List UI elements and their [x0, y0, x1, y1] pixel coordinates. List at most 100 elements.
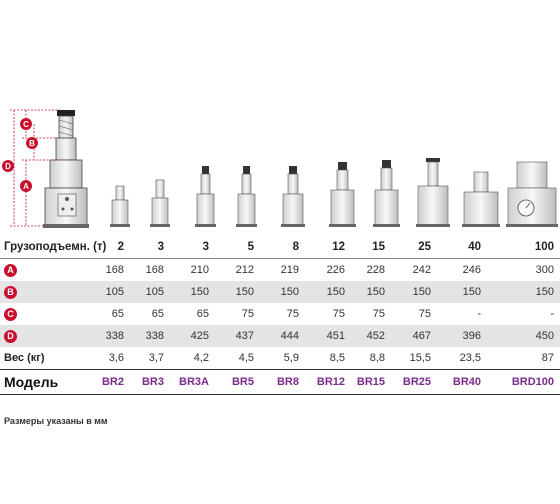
weight-row: Вес (кг) 3,6 3,7 4,2 4,5 5,9 8,5 8,8 15,… [0, 347, 560, 370]
capacity-cell: 25 [391, 236, 437, 259]
table-cell: 338 [130, 325, 170, 347]
table-cell: 150 [487, 281, 560, 303]
model-cell: BR2 [100, 369, 130, 395]
table-cell: 444 [260, 325, 305, 347]
table-cell: 75 [332, 308, 345, 320]
table-cell: 4,2 [193, 352, 209, 364]
table-cell: 150 [391, 281, 437, 303]
table-cell: 300 [535, 264, 554, 276]
table-cell: 3,6 [108, 352, 124, 364]
capacity-cell: 12 [305, 236, 351, 259]
model-cell: BR12 [305, 369, 351, 395]
dimension-badge-c: C [20, 118, 32, 130]
table-cell: 4,5 [238, 352, 254, 364]
table-cell: 75 [418, 308, 431, 320]
capacity-cell: 3 [130, 236, 170, 259]
table-cell: 150 [437, 281, 487, 303]
model-cell: BR5 [215, 369, 260, 395]
jack-br25 [416, 158, 450, 227]
table-cell: 105 [100, 281, 130, 303]
table-cell: 219 [280, 264, 299, 276]
capacity-cell: 100 [487, 236, 560, 259]
capacity-label: Грузоподъемн. (т) [0, 236, 106, 259]
dimension-badge: C [4, 307, 17, 321]
dimension-badge: A [4, 263, 17, 277]
table-cell: 65 [196, 308, 209, 320]
table-cell: 452 [351, 325, 391, 347]
table-cell: 242 [412, 264, 431, 276]
specification-table: Грузоподъемн. (т) 2 3 3 5 8 12 15 25 40 … [0, 236, 560, 395]
table-cell: 228 [366, 264, 385, 276]
model-cell: BR25 [391, 369, 437, 395]
jack-br5 [236, 166, 257, 227]
table-cell: 150 [351, 281, 391, 303]
dimension-badge-d: D [2, 160, 14, 172]
table-cell: 105 [130, 281, 170, 303]
dimension-row-b: B 105 105 150 150 150 150 150 150 150 15… [0, 281, 560, 303]
table-cell: 338 [100, 325, 130, 347]
table-cell: 3,7 [148, 352, 164, 364]
dimension-badge-a: A [20, 180, 32, 192]
jack-br3 [150, 179, 170, 227]
capacity-cell: 8 [260, 236, 305, 259]
dimension-row-a: A 168 168 210 212 219 226 228 242 246 30… [0, 259, 560, 282]
table-cell: 150 [305, 281, 351, 303]
table-cell: 87 [541, 352, 554, 364]
dimension-badge: B [4, 285, 17, 299]
table-cell: 75 [286, 308, 299, 320]
table-cell: - [550, 308, 554, 320]
table-cell: - [477, 308, 481, 320]
table-cell: 210 [190, 264, 209, 276]
table-cell: 425 [170, 325, 215, 347]
dimension-badge: D [4, 329, 17, 343]
table-cell: 168 [145, 264, 164, 276]
table-cell: 150 [215, 281, 260, 303]
table-cell: 75 [372, 308, 385, 320]
dimension-row-c: C 65 65 65 75 75 75 75 75 - - [0, 303, 560, 325]
table-cell: 437 [215, 325, 260, 347]
table-cell: 8,5 [329, 352, 345, 364]
model-cell: BR40 [437, 369, 487, 395]
jack-br2 [110, 185, 130, 227]
table-cell: 23,5 [459, 352, 481, 364]
model-cell: BR3A [170, 369, 215, 395]
table-cell: 246 [462, 264, 481, 276]
table-cell: 168 [105, 264, 124, 276]
table-cell: 150 [260, 281, 305, 303]
jack-br12 [329, 162, 356, 227]
units-note: Размеры указаны в мм [4, 416, 108, 426]
model-cell: BR15 [351, 369, 391, 395]
table-cell: 5,9 [283, 352, 299, 364]
dimensioned-jack [43, 110, 89, 228]
table-cell: 150 [170, 281, 215, 303]
capacity-cell: 15 [351, 236, 391, 259]
model-cell: BRD100 [487, 369, 560, 395]
table-cell: 212 [235, 264, 254, 276]
table-cell: 15,5 [409, 352, 431, 364]
capacity-cell: 3 [170, 236, 215, 259]
svg-text:D: D [5, 162, 11, 171]
jack-brd100 [506, 161, 558, 227]
svg-text:A: A [23, 182, 29, 191]
table-cell: 450 [487, 325, 560, 347]
dimension-row-d: D 338 338 425 437 444 451 452 467 396 45… [0, 325, 560, 347]
table-cell: 226 [326, 264, 345, 276]
model-cell: BR3 [130, 369, 170, 395]
jack-br3a [195, 166, 216, 227]
capacity-cell: 2 [100, 236, 130, 259]
table-cell: 65 [151, 308, 164, 320]
svg-text:B: B [29, 139, 35, 148]
jack-br40 [462, 171, 500, 227]
svg-text:C: C [23, 120, 29, 129]
model-label: Модель [0, 369, 100, 395]
capacity-row: Грузоподъемн. (т) 2 3 3 5 8 12 15 25 40 … [0, 236, 560, 259]
model-cell: BR8 [260, 369, 305, 395]
table-cell: 65 [111, 308, 124, 320]
table-cell: 75 [241, 308, 254, 320]
capacity-cell: 5 [215, 236, 260, 259]
capacity-cell: 40 [437, 236, 487, 259]
jack-br8 [281, 166, 305, 227]
model-row: Модель BR2 BR3 BR3A BR5 BR8 BR12 BR15 BR… [0, 369, 560, 395]
table-cell: 467 [391, 325, 437, 347]
